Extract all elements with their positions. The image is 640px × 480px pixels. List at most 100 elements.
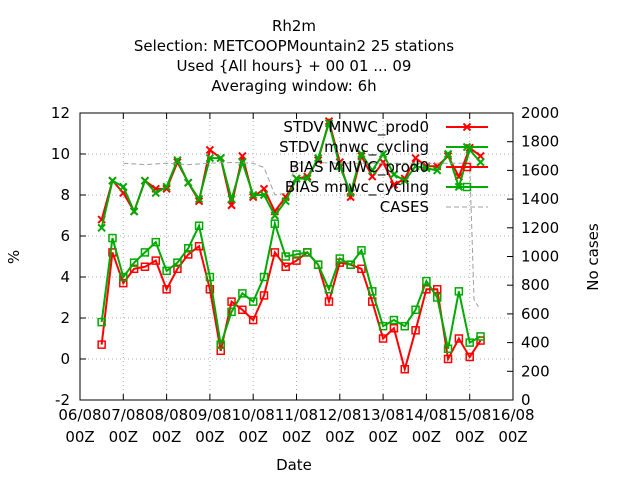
x-tick-label: 00Z	[368, 428, 397, 446]
y2-tick-label: 1600	[521, 161, 559, 179]
data-point	[194, 221, 204, 230]
x-tick-label: 13/08	[361, 406, 404, 424]
data-point	[454, 287, 464, 296]
y2-tick-label: 1000	[521, 248, 559, 266]
data-point	[119, 278, 128, 288]
data-point	[378, 334, 388, 343]
data-point	[108, 233, 117, 243]
data-point	[248, 190, 258, 200]
chart-title: Rh2m Selection: METCOOPMountain2 25 stat…	[134, 17, 454, 95]
data-point	[465, 352, 474, 362]
data-point	[151, 237, 161, 247]
x-tick-label: 00Z	[152, 428, 181, 446]
data-point	[140, 176, 150, 185]
x-tick-label: 00Z	[282, 428, 311, 446]
data-point	[205, 285, 215, 294]
data-point	[259, 184, 269, 194]
data-point	[173, 155, 182, 165]
data-point	[108, 176, 117, 185]
y-tick-label: 10	[51, 145, 70, 163]
x-tick-label: 14/08	[405, 406, 448, 424]
x-axis-label: Date	[276, 456, 312, 474]
data-point	[227, 201, 236, 210]
data-point	[411, 162, 420, 171]
x-tick-label: 08/08	[145, 406, 188, 424]
data-point	[389, 315, 399, 325]
data-point	[151, 188, 160, 198]
data-point	[292, 250, 301, 259]
y2-tick-label: 1800	[521, 133, 559, 151]
grid	[80, 113, 513, 400]
data-point	[238, 151, 247, 161]
legend-label: STDV mnwc_cycling	[279, 138, 429, 157]
data-point	[357, 264, 366, 274]
x-tick-label: 00Z	[109, 428, 138, 446]
x-tick-label: 00Z	[412, 428, 441, 446]
data-point	[194, 194, 204, 204]
data-point	[216, 340, 225, 349]
axis-ticks: 06/08 00Z 07/08 00Z 08/08 00Z 09/08 00Z 10/08 00Z…	[51, 104, 559, 446]
data-point	[270, 219, 280, 228]
data-point	[368, 287, 377, 296]
data-point	[400, 176, 409, 185]
x-tick-label: 06/08	[58, 406, 101, 424]
data-point	[454, 334, 464, 343]
data-point	[476, 157, 485, 167]
data-point	[303, 248, 312, 257]
title-line: Selection: METCOOPMountain2 25 stations	[134, 37, 454, 55]
data-point	[346, 188, 355, 198]
data-point	[184, 178, 193, 187]
data-point	[476, 332, 485, 341]
data-point	[324, 285, 334, 294]
data-point	[227, 194, 236, 204]
y2-tick-label: 1200	[521, 219, 559, 237]
legend-label: BIAS mnwc_cycling	[285, 178, 429, 197]
data-point	[378, 321, 388, 331]
y2-tick-label: 200	[521, 362, 550, 380]
data-point	[129, 258, 139, 267]
data-point	[313, 260, 323, 269]
data-point	[443, 354, 453, 364]
data-point	[378, 149, 388, 159]
x-tick-label: 00Z	[498, 428, 527, 446]
data-point	[259, 291, 269, 300]
data-point	[465, 338, 474, 347]
x-tick-label: 00Z	[239, 428, 268, 446]
data-point	[270, 211, 280, 220]
data-point	[443, 149, 453, 159]
data-point	[173, 264, 182, 274]
data-point	[303, 174, 312, 183]
legend-label: BIAS MNWC_prod0	[289, 158, 429, 177]
data-point	[173, 258, 182, 267]
data-point	[248, 315, 258, 325]
data-point	[389, 180, 399, 189]
data-point	[281, 262, 290, 271]
data-point	[205, 145, 215, 155]
data-point	[324, 297, 334, 306]
series-line	[100, 219, 482, 349]
x-tick-label: 15/08	[448, 406, 491, 424]
y-axis-label: %	[5, 250, 23, 264]
data-point	[281, 252, 290, 261]
series-line	[100, 244, 482, 374]
data-point	[97, 223, 106, 233]
data-point	[227, 297, 236, 306]
data-point	[400, 321, 409, 331]
data-point	[357, 149, 366, 159]
data-point	[432, 293, 442, 302]
data-point	[389, 170, 399, 179]
data-point	[462, 122, 472, 132]
data-point	[422, 276, 431, 286]
data-point	[194, 196, 204, 206]
x-tick-label: 11/08	[275, 406, 318, 424]
series-line	[123, 162, 479, 307]
y-tick-label: 8	[60, 186, 70, 204]
data-point	[216, 153, 225, 163]
data-point	[162, 266, 171, 276]
data-point	[422, 164, 431, 173]
data-point	[140, 248, 150, 257]
legend-label: CASES	[380, 198, 429, 216]
x-tick-label: 10/08	[232, 406, 275, 424]
data-point	[119, 272, 128, 282]
x-tick-label: 00Z	[325, 428, 354, 446]
